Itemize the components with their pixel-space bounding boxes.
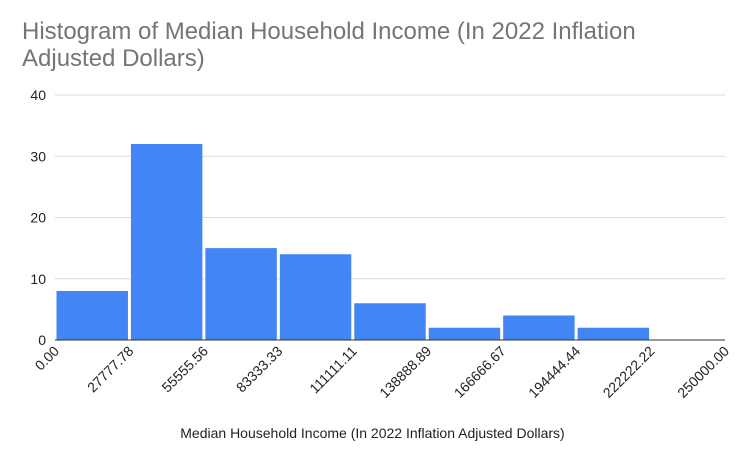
histogram-bar: [354, 303, 426, 340]
chart-title: Histogram of Median Household Income (In…: [22, 18, 636, 72]
histogram-bar: [56, 291, 128, 340]
y-tick-label: 10: [30, 271, 46, 287]
x-tick-label: 222222.22: [600, 343, 658, 401]
histogram-bar: [279, 254, 352, 340]
x-tick-label: 194444.44: [525, 343, 583, 401]
x-tick-label: 0.00: [32, 343, 63, 374]
x-tick-labels: 0.00 27777.78 55555.56 83333.33 111111.11 138…: [32, 343, 733, 401]
histogram-bar: [205, 248, 277, 340]
y-tick-labels: 0 10 20 30 40: [30, 87, 46, 348]
y-tick-label: 40: [30, 87, 46, 103]
x-tick-label: 250000.00: [674, 343, 732, 401]
histogram-bar: [428, 327, 501, 340]
histogram-bar: [577, 327, 650, 340]
histogram-bar: [503, 315, 575, 340]
y-tick-label: 20: [30, 210, 46, 226]
x-tick-label: 166666.67: [451, 343, 509, 401]
x-tick-label: 111111.11: [306, 343, 360, 397]
x-tick-label: 83333.33: [233, 343, 286, 396]
x-tick-label: 27777.78: [84, 343, 137, 396]
x-tick-label: 138888.89: [376, 343, 434, 401]
y-tick-label: 0: [38, 332, 46, 348]
x-tick-label: 55555.56: [158, 343, 211, 396]
y-tick-label: 30: [30, 148, 46, 164]
bars: [56, 144, 650, 340]
histogram-bar: [130, 144, 203, 340]
x-axis-label: Median Household Income (In 2022 Inflati…: [180, 425, 565, 441]
